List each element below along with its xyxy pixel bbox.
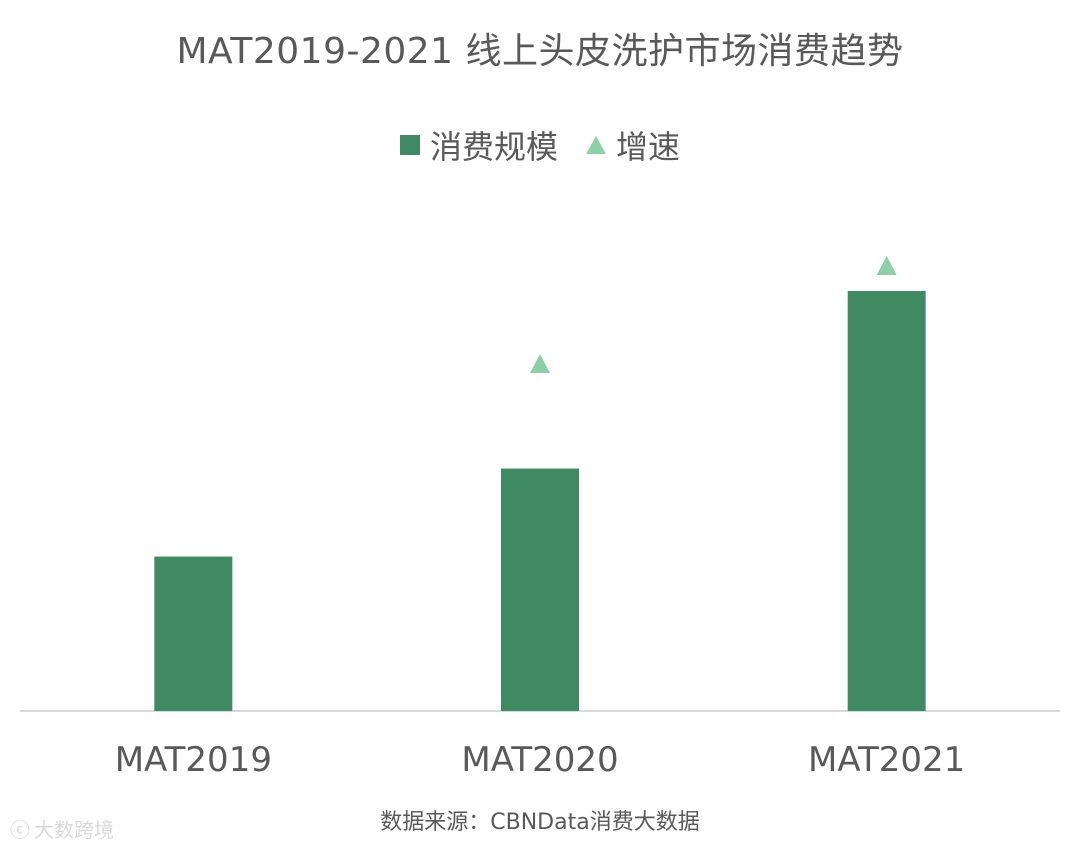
x-tick-label-mat2019: MAT2019 [115,740,272,780]
bar-mat2021 [847,291,926,711]
watermark-logo-icon: ⓒ [10,818,30,842]
source-note: 数据来源：CBNData消费大数据 [380,810,700,835]
legend-swatch-bar [399,135,420,155]
legend: 消费规模 增速 [0,122,1080,168]
legend-label-growth: 增速 [616,128,681,166]
legend-label-scale: 消费规模 [429,128,558,166]
growth-marker-mat2020 [530,354,550,373]
legend-item-scale: 消费规模 [399,122,558,168]
legend-item-growth: 增速 [586,122,680,168]
watermark: ⓒ 大数跨境 [10,814,114,843]
bar-mat2019 [154,556,233,711]
watermark-text: 大数跨境 [34,818,114,842]
legend-swatch-triangle [586,136,606,154]
growth-marker-mat2021 [876,256,897,275]
x-tick-label-mat2021: MAT2021 [808,740,965,780]
bar-mat2020 [501,468,579,711]
chart-title: MAT2019-2021 线上头皮洗护市场消费趋势 [176,31,904,72]
x-tick-label-mat2020: MAT2020 [461,740,618,780]
